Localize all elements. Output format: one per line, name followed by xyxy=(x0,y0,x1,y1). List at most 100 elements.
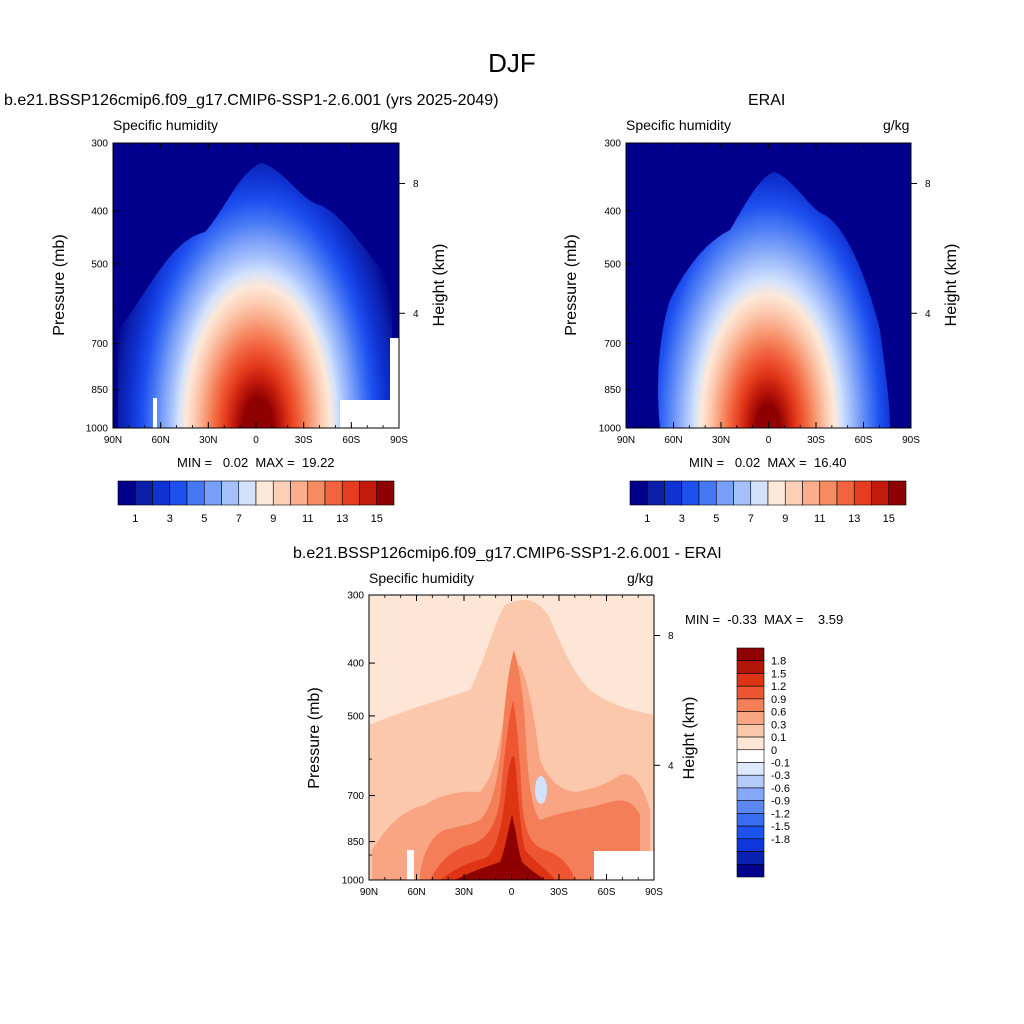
colorbar-label: 1 xyxy=(132,513,138,525)
colorbar-swatch xyxy=(736,736,765,751)
y-tick-label: 400 xyxy=(347,659,364,670)
panel3-minmax-stats: MIN = -0.33 MAX = 3.59 xyxy=(685,612,844,627)
panel3-missing-data-1 xyxy=(594,851,654,880)
panel1-units-label: g/kg xyxy=(371,117,398,133)
y2-tick-label: 4 xyxy=(668,761,674,772)
y2-tick-label: 4 xyxy=(925,309,931,320)
x-tick-label: 0 xyxy=(253,435,259,446)
y2-tick-label: 8 xyxy=(925,179,931,190)
colorbar-swatch xyxy=(888,480,907,506)
colorbar-label: -0.3 xyxy=(771,770,790,782)
x-tick-label: 90N xyxy=(617,435,635,446)
panel2-minmax-stats: MIN = 0.02 MAX = 16.40 xyxy=(689,455,847,470)
y-tick-label: 850 xyxy=(347,837,364,848)
panel3-contour-1.5 xyxy=(440,756,555,880)
y-tick-label: 300 xyxy=(91,139,108,150)
panel2-moisture-field xyxy=(658,172,890,428)
colorbar-label: -1.5 xyxy=(771,821,790,833)
y-tick-label: 500 xyxy=(347,711,364,722)
colorbar-swatch xyxy=(736,838,765,852)
colorbar-label: 5 xyxy=(713,513,719,525)
colorbar-swatch xyxy=(736,774,765,789)
panel1-moisture-field xyxy=(118,163,392,428)
panel1-minmax-stats: MIN = 0.02 MAX = 19.22 xyxy=(177,455,335,470)
y-tick-label: 1000 xyxy=(86,424,109,435)
colorbar-label: 15 xyxy=(883,513,895,525)
x-tick-label: 60N xyxy=(151,435,169,446)
colorbar-swatch xyxy=(736,800,765,814)
panel3-contour-1.2 xyxy=(430,700,575,880)
x-tick-label: 30N xyxy=(455,887,473,898)
colorbar-swatch xyxy=(736,825,765,840)
panel2-variable-label: Specific humidity xyxy=(626,117,732,133)
x-tick-label: 30N xyxy=(199,435,217,446)
y2-tick-label: 8 xyxy=(668,631,674,642)
y-tick-label: 700 xyxy=(347,791,364,802)
y-tick-label: 850 xyxy=(604,385,621,396)
panel1-colorbar: 1 3 5 7 9 11 13 15 xyxy=(117,480,395,525)
colorbar-label: 13 xyxy=(336,513,348,525)
panel3-negative-anomaly xyxy=(535,776,547,804)
panel3-variable-label: Specific humidity xyxy=(369,570,475,586)
colorbar-label: 1.8 xyxy=(771,656,786,668)
colorbar-swatch xyxy=(736,647,765,662)
colorbar-swatch xyxy=(736,749,765,763)
y-tick-label: 700 xyxy=(604,339,621,350)
colorbar-label: 0.3 xyxy=(771,719,786,731)
colorbar-label: 0.9 xyxy=(771,694,786,706)
colorbar-label: 11 xyxy=(814,513,825,525)
colorbar-label: -0.6 xyxy=(771,783,790,795)
colorbar-label: 1.2 xyxy=(771,681,786,693)
x-tick-label: 60S xyxy=(855,435,873,446)
panel3-contour-0.9 xyxy=(420,650,640,880)
y-tick-label: 850 xyxy=(91,385,108,396)
colorbar-label: 13 xyxy=(848,513,860,525)
panel3-missing-data-2 xyxy=(407,850,414,880)
colorbar-label: 0.6 xyxy=(771,707,786,719)
x-tick-label: 60N xyxy=(664,435,682,446)
colorbar-swatch xyxy=(736,851,765,865)
colorbar-label: 1.5 xyxy=(771,668,786,680)
colorbar-label: -0.1 xyxy=(771,758,790,770)
x-tick-label: 30S xyxy=(807,435,825,446)
colorbar-label: 11 xyxy=(302,513,313,525)
y-tick-label: 500 xyxy=(91,259,108,270)
panel3-contour-1.8 xyxy=(455,815,545,880)
y-tick-label: 400 xyxy=(604,207,621,218)
x-tick-label: 60N xyxy=(407,887,425,898)
y-tick-label: 700 xyxy=(91,339,108,350)
colorbar-swatch xyxy=(736,762,765,776)
x-tick-label: 0 xyxy=(766,435,772,446)
colorbar-label: 9 xyxy=(782,513,788,525)
x-tick-label: 90S xyxy=(902,435,920,446)
y2-tick-label: 8 xyxy=(413,179,419,190)
x-tick-label: 60S xyxy=(342,435,360,446)
colorbar-label: -1.2 xyxy=(771,808,790,820)
colorbar-swatch xyxy=(376,480,395,506)
colorbar-swatch xyxy=(736,685,765,700)
y-tick-label: 300 xyxy=(347,591,364,602)
x-tick-label: 90S xyxy=(390,435,408,446)
colorbar-label: 15 xyxy=(371,513,383,525)
y2-tick-label: 4 xyxy=(413,309,419,320)
colorbar-swatch xyxy=(736,787,765,801)
colorbar-label: 7 xyxy=(236,513,242,525)
colorbar-label: 3 xyxy=(679,513,685,525)
y-tick-label: 1000 xyxy=(342,876,365,887)
y-tick-label: 300 xyxy=(604,139,621,150)
colorbar-label: 0.1 xyxy=(771,732,786,744)
colorbar-label: -0.9 xyxy=(771,796,790,808)
colorbar-swatch xyxy=(736,660,765,674)
colorbar-label: 9 xyxy=(270,513,276,525)
colorbar-label: -1.8 xyxy=(771,834,790,846)
x-tick-label: 30N xyxy=(712,435,730,446)
panel2-colorbar: 1 3 5 7 9 11 13 15 xyxy=(629,480,907,525)
colorbar-swatch xyxy=(736,724,765,738)
y-tick-label: 400 xyxy=(91,207,108,218)
panel2-units-label: g/kg xyxy=(883,117,910,133)
panel1-missing-data-1 xyxy=(340,400,399,428)
colorbar-label: 3 xyxy=(167,513,173,525)
panel3-title: b.e21.BSSP126cmip6.f09_g17.CMIP6-SSP1-2.… xyxy=(293,545,722,562)
